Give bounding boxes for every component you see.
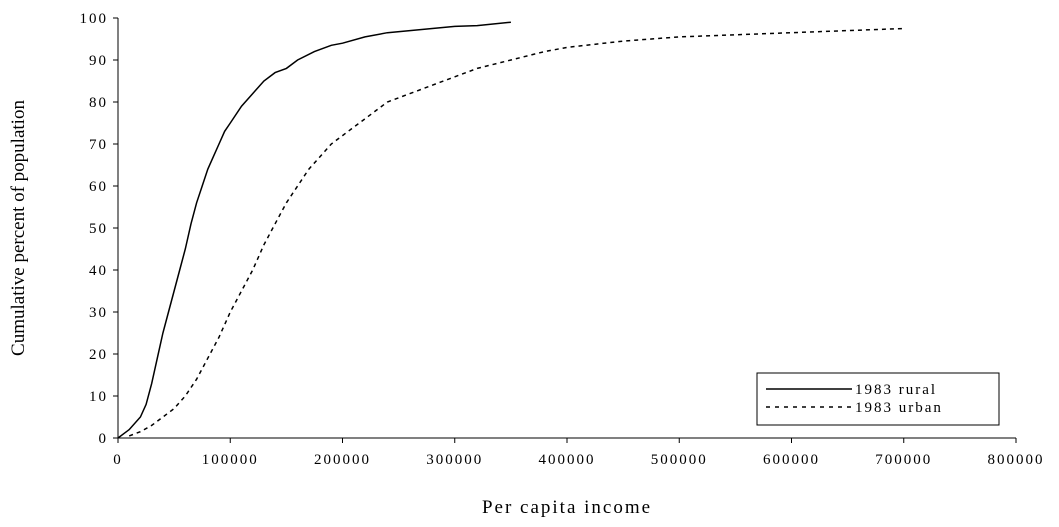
x-tick-label: 700000 [875,452,932,468]
legend-label-rural: 1983 rural [855,382,937,398]
x-tick-label: 800000 [988,452,1045,468]
legend-box [756,372,1000,426]
x-tick-label: 200000 [314,452,371,468]
y-tick-label: 30 [89,305,108,321]
x-tick-label: 300000 [426,452,483,468]
x-tick-label: 600000 [763,452,820,468]
y-tick-label: 90 [89,53,108,69]
x-tick-label: 100000 [202,452,259,468]
x-tick-label: 400000 [539,452,596,468]
y-ticks: 0 10 20 30 40 50 60 70 80 90 100 [80,11,118,447]
series-layer [117,21,904,439]
legend-label-urban: 1983 urban [855,400,943,416]
y-tick-label: 20 [89,347,108,363]
legend: 1983 rural 1983 urban [756,372,1000,426]
y-tick-label: 40 [89,263,108,279]
y-tick-label: 10 [89,389,108,405]
x-ticks: 0 100000 200000 300000 400000 500000 600000 700… [113,438,1045,468]
y-tick-label: 100 [80,11,109,27]
x-axis-title: Per capita income [482,497,652,518]
y-tick-label: 60 [89,179,108,195]
x-tick-label: 0 [113,452,123,468]
series-line-urban [128,27,904,437]
series-line-rural [117,21,511,439]
y-axis-title: Cumulative percent of population [8,100,29,356]
y-tick-label: 0 [99,431,109,447]
y-tick-label: 70 [89,137,108,153]
y-tick-label: 50 [89,221,108,237]
x-tick-label: 500000 [651,452,708,468]
y-tick-label: 80 [89,95,108,111]
